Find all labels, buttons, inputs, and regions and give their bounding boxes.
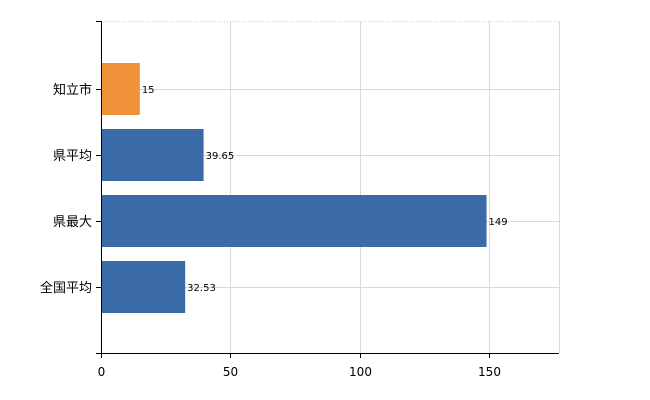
category-label-1: 県平均	[53, 149, 92, 164]
category-label-3: 全国平均	[40, 280, 92, 296]
x-tick-label-1: 50	[223, 365, 238, 379]
bar-2	[101, 195, 487, 247]
x-tick-label-2: 100	[349, 365, 372, 379]
grid-lines	[101, 21, 560, 353]
bar-0	[101, 63, 140, 115]
bar-1	[101, 129, 204, 181]
data-label-1: 39.65	[206, 151, 235, 162]
category-label-0: 知立市	[53, 82, 92, 98]
labels: 知立市 15 県平均 39.65 県最大 149 全国平均 32.53 0 50 100 150	[40, 82, 508, 379]
x-tick-label-3: 150	[478, 365, 501, 379]
data-label-3: 32.53	[187, 283, 216, 294]
bar-3	[101, 261, 186, 313]
category-label-2: 県最大	[53, 215, 92, 230]
x-tick-label-0: 0	[98, 365, 106, 379]
axes	[96, 21, 559, 358]
data-label-0: 15	[142, 85, 155, 96]
bars	[101, 63, 487, 313]
data-label-2: 149	[489, 217, 508, 228]
